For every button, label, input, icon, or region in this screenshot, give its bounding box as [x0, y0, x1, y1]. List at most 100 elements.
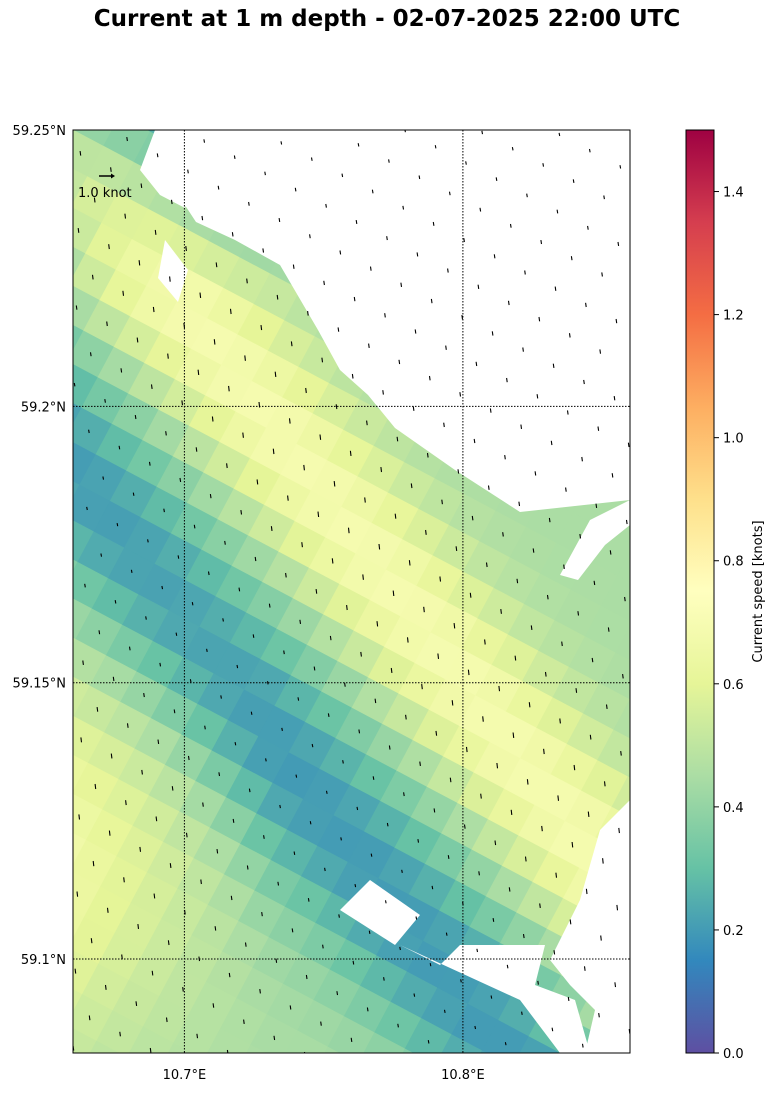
- current-arrow: [418, 175, 421, 180]
- current-arrow: [154, 229, 157, 235]
- speed-cell: [629, 698, 630, 701]
- current-arrow: [195, 447, 198, 452]
- current-vectors: [34, 99, 666, 1092]
- current-arrow: [435, 730, 438, 736]
- current-arrow: [524, 856, 527, 862]
- speed-cell: [292, 130, 308, 137]
- current-arrow: [262, 248, 265, 253]
- current-arrow: [631, 952, 632, 957]
- current-arrow: [311, 743, 314, 748]
- current-arrow: [34, 752, 35, 757]
- current-arrow: [550, 440, 553, 446]
- current-arrow: [56, 491, 57, 494]
- current-arrow: [193, 524, 196, 529]
- current-arrow: [530, 625, 533, 630]
- current-arrow: [636, 135, 637, 138]
- speed-cell: [246, 1044, 267, 1053]
- current-arrow: [615, 318, 618, 324]
- current-arrow: [42, 444, 43, 447]
- current-arrow: [34, 166, 35, 170]
- current-arrow: [360, 651, 362, 657]
- current-arrow: [134, 415, 137, 420]
- speed-cell: [19, 422, 66, 469]
- current-arrow: [297, 111, 298, 114]
- current-arrow: [204, 725, 206, 730]
- current-arrow: [512, 732, 515, 738]
- current-arrow: [112, 676, 115, 682]
- current-arrow: [169, 276, 171, 282]
- current-arrow: [575, 688, 578, 693]
- current-arrow: [358, 729, 361, 734]
- current-arrow: [307, 311, 309, 316]
- current-arrow: [400, 282, 403, 287]
- speed-cell: [441, 1034, 483, 1053]
- current-arrow: [635, 798, 636, 803]
- current-arrow: [67, 691, 68, 696]
- current-arrow: [603, 781, 606, 787]
- colorbar-tick-label: 0.6: [723, 678, 744, 693]
- current-arrow: [126, 723, 129, 728]
- chart-title: Current at 1 m depth - 02-07-2025 22:00 …: [93, 6, 681, 32]
- current-arrow: [224, 540, 226, 545]
- current-arrow: [643, 1076, 644, 1080]
- current-arrow: [543, 748, 545, 755]
- speed-cell: [600, 575, 630, 622]
- current-arrow: [141, 769, 143, 775]
- current-arrow: [376, 621, 379, 627]
- current-arrow: [289, 1005, 292, 1010]
- current-arrow: [98, 630, 101, 635]
- current-arrow: [548, 517, 551, 523]
- current-arrow: [187, 755, 190, 761]
- current-arrow: [573, 764, 576, 771]
- speed-cell: [128, 1026, 175, 1053]
- current-arrow: [108, 244, 110, 250]
- current-arrow: [86, 506, 88, 511]
- current-arrow: [187, 169, 189, 174]
- current-arrow: [484, 639, 486, 645]
- current-arrow: [394, 513, 397, 519]
- current-arrow: [260, 325, 263, 331]
- current-arrow: [73, 382, 76, 387]
- speed-cell: [342, 1063, 389, 1093]
- speed-cell: [613, 699, 630, 740]
- current-arrow: [463, 824, 466, 829]
- current-arrow: [59, 999, 60, 1004]
- current-arrow: [650, 181, 651, 185]
- current-arrow: [487, 485, 490, 490]
- current-arrow: [315, 589, 318, 594]
- current-arrow: [455, 546, 458, 551]
- current-arrow: [169, 863, 172, 868]
- current-arrow: [583, 966, 586, 971]
- current-arrow: [62, 259, 63, 263]
- speed-cell: [89, 69, 136, 116]
- speed-cell: [73, 130, 74, 131]
- speed-cell: [404, 1017, 453, 1053]
- current-arrow: [82, 660, 84, 665]
- current-arrow: [350, 1037, 353, 1042]
- current-arrow: [520, 1089, 521, 1092]
- current-arrow: [622, 674, 624, 679]
- current-arrow: [653, 690, 654, 694]
- current-arrow: [463, 238, 465, 243]
- speed-cell: [629, 83, 676, 130]
- current-arrow: [641, 567, 642, 571]
- current-arrow: [309, 821, 312, 825]
- current-arrow: [110, 167, 112, 172]
- current-arrow: [546, 594, 549, 600]
- current-arrow: [587, 225, 589, 230]
- current-arrow: [432, 221, 435, 226]
- current-arrow: [402, 205, 405, 210]
- current-arrow: [606, 119, 607, 122]
- current-arrow: [421, 99, 422, 102]
- current-arrow: [665, 814, 666, 819]
- current-arrow: [471, 515, 474, 521]
- current-arrow: [563, 564, 565, 569]
- current-arrow: [522, 934, 525, 939]
- current-arrow: [540, 240, 543, 245]
- current-arrow: [539, 903, 541, 908]
- current-arrow: [479, 207, 482, 212]
- current-arrow: [521, 1011, 523, 1015]
- land-area: [340, 880, 420, 945]
- speed-cell: [73, 989, 83, 1013]
